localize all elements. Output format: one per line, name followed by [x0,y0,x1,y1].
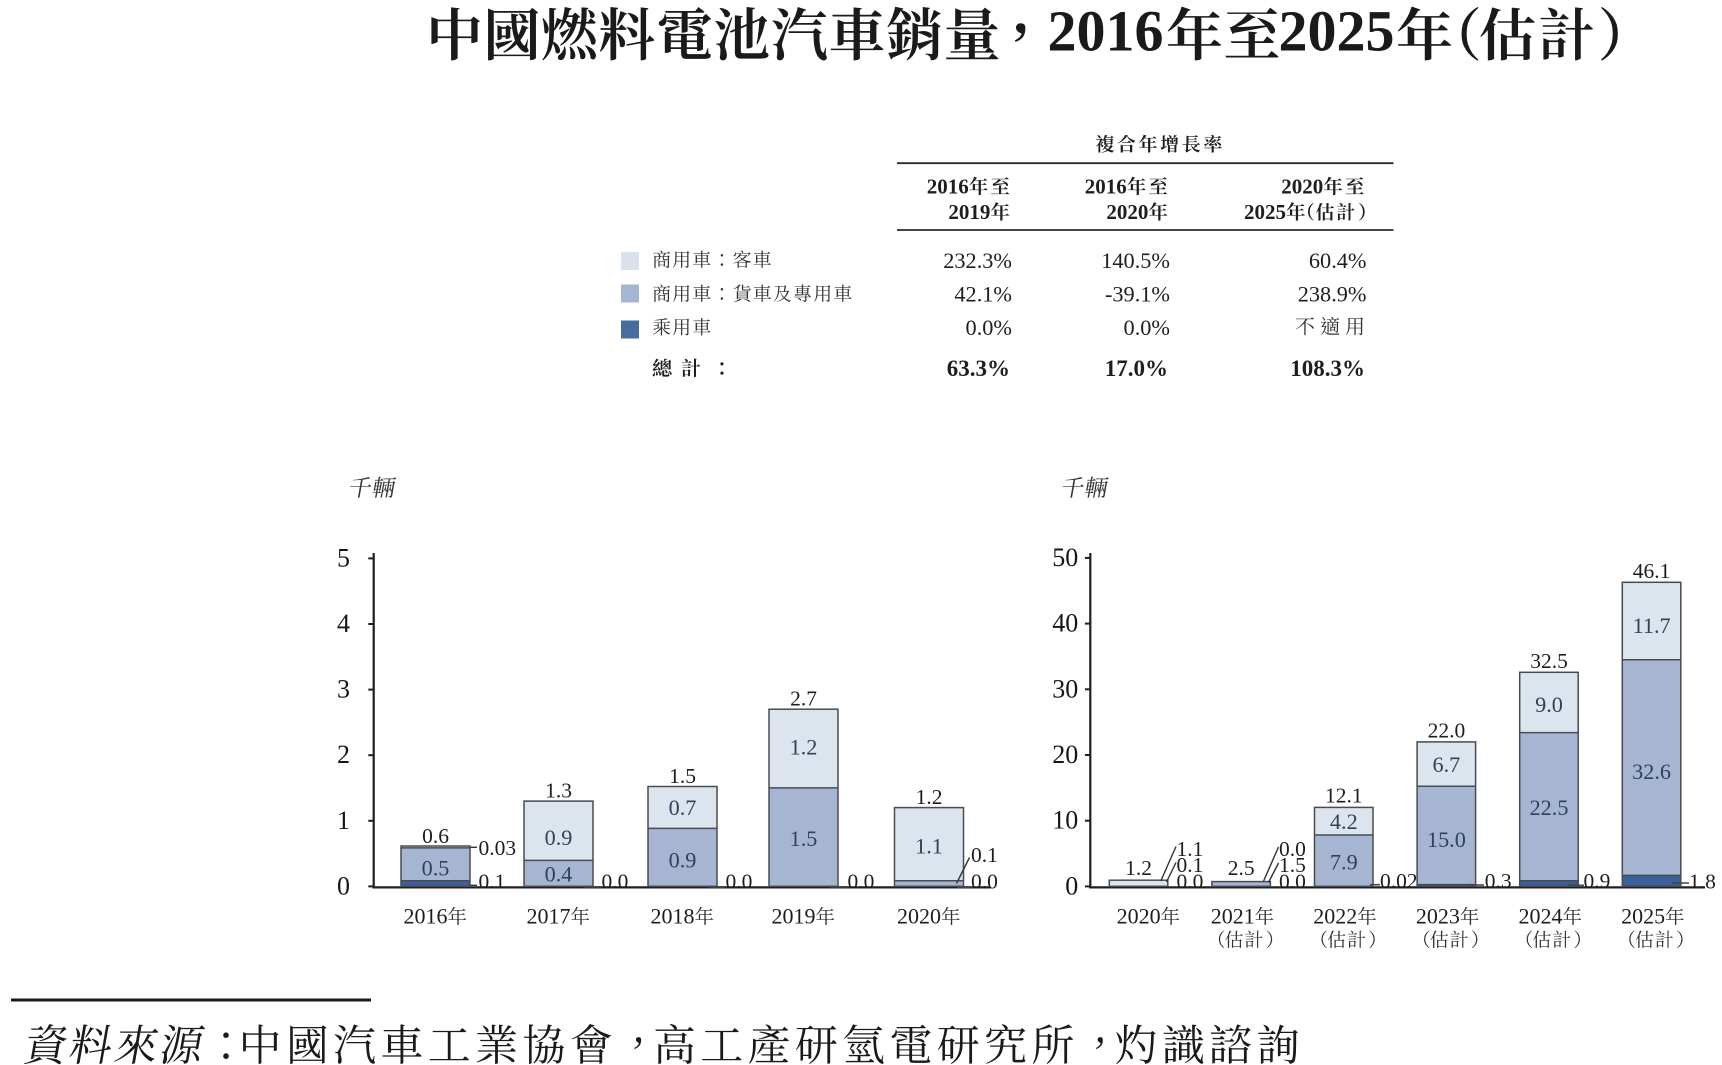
svg-text:2016: 2016 [927,175,969,199]
svg-text:17.0%: 17.0% [1105,356,1168,381]
svg-text:32.5: 32.5 [1530,649,1568,673]
svg-text:11.7: 11.7 [1633,613,1671,638]
svg-text:2023: 2023 [1416,904,1460,929]
svg-text:0: 0 [337,871,350,900]
svg-text:2019: 2019 [948,200,990,224]
svg-text:1.5: 1.5 [790,826,818,851]
svg-text:6.7: 6.7 [1433,752,1461,777]
svg-text:0.1: 0.1 [1177,853,1204,877]
svg-text:0.0: 0.0 [1177,870,1204,894]
svg-text:0.1: 0.1 [971,843,998,867]
svg-text:2019: 2019 [772,904,816,929]
svg-text:0.7: 0.7 [669,795,697,820]
svg-text:50: 50 [1052,543,1078,572]
svg-text:63.3%: 63.3% [947,356,1010,381]
svg-text:0.0: 0.0 [1279,870,1306,894]
svg-text:0.0: 0.0 [602,870,629,894]
svg-text:2.5: 2.5 [1228,856,1255,880]
svg-text:1.5: 1.5 [669,764,696,788]
svg-text:4.2: 4.2 [1330,809,1358,834]
svg-text:2020: 2020 [897,904,941,929]
svg-text:2017: 2017 [527,904,571,929]
svg-text:232.3%: 232.3% [943,248,1012,273]
svg-text:0.9: 0.9 [1584,869,1611,893]
svg-text:0.1: 0.1 [479,869,506,893]
svg-text:1.1: 1.1 [915,834,943,859]
svg-text:32.6: 32.6 [1632,759,1671,784]
svg-text:0.4: 0.4 [545,862,573,887]
svg-text:2: 2 [337,740,350,769]
svg-text:15.0: 15.0 [1427,827,1466,852]
svg-text:2016: 2016 [404,904,448,929]
svg-text:0.0: 0.0 [726,870,753,894]
svg-text:3: 3 [337,675,350,704]
svg-text:2020: 2020 [1281,175,1323,199]
svg-text:2.7: 2.7 [790,687,817,711]
svg-text:2016: 2016 [1048,0,1164,64]
svg-text:12.1: 12.1 [1325,783,1363,807]
svg-text:0.03: 0.03 [479,836,517,860]
svg-text:42.1%: 42.1% [954,282,1012,307]
svg-text:2022: 2022 [1313,904,1357,929]
svg-text:238.9%: 238.9% [1298,282,1367,307]
svg-text:1.3: 1.3 [545,779,572,803]
svg-text:1.2: 1.2 [1125,856,1152,880]
svg-text:0.0%: 0.0% [1124,315,1170,340]
svg-text:140.5%: 140.5% [1101,248,1170,273]
svg-text:7.9: 7.9 [1330,850,1358,875]
svg-text:2025: 2025 [1279,0,1395,64]
svg-text:1.1: 1.1 [1177,837,1204,861]
svg-text:1.5: 1.5 [1279,853,1306,877]
svg-text:1: 1 [337,806,350,835]
svg-text:108.3%: 108.3% [1290,356,1365,381]
svg-text:2025: 2025 [1621,904,1665,929]
svg-text:2024: 2024 [1519,904,1563,929]
svg-text:4: 4 [337,609,350,638]
svg-text:1.8: 1.8 [1689,869,1716,893]
svg-text:1.2: 1.2 [916,785,943,809]
svg-text:40: 40 [1052,609,1078,638]
svg-text:2020: 2020 [1117,904,1161,929]
svg-text:2025: 2025 [1244,200,1286,224]
svg-text:22.0: 22.0 [1428,718,1466,742]
svg-text:30: 30 [1052,674,1078,703]
svg-text:0.6: 0.6 [422,824,449,848]
svg-text:10: 10 [1052,806,1078,835]
svg-text:46.1: 46.1 [1633,559,1671,583]
svg-text:0.0%: 0.0% [966,315,1012,340]
svg-text:22.5: 22.5 [1530,795,1569,820]
svg-text:0.3: 0.3 [1485,869,1512,893]
svg-text:2021: 2021 [1211,904,1255,929]
svg-text:0.0: 0.0 [848,870,875,894]
svg-text:20: 20 [1052,740,1078,769]
svg-text:0.9: 0.9 [669,848,697,873]
svg-text:1.2: 1.2 [790,735,818,760]
svg-text:2016: 2016 [1085,175,1127,199]
svg-text:9.0: 9.0 [1535,692,1563,717]
svg-text:5: 5 [337,543,350,572]
svg-text:2020: 2020 [1106,200,1148,224]
svg-text:0.0: 0.0 [971,870,998,894]
svg-text:2018: 2018 [651,904,695,929]
svg-text:0.9: 0.9 [545,825,573,850]
svg-text:60.4%: 60.4% [1309,248,1367,273]
svg-text:0.02: 0.02 [1380,869,1418,893]
svg-text:0: 0 [1065,871,1078,900]
svg-text:-39.1%: -39.1% [1105,282,1170,307]
svg-text:0.5: 0.5 [422,856,450,881]
svg-text:0.0: 0.0 [1279,837,1306,861]
